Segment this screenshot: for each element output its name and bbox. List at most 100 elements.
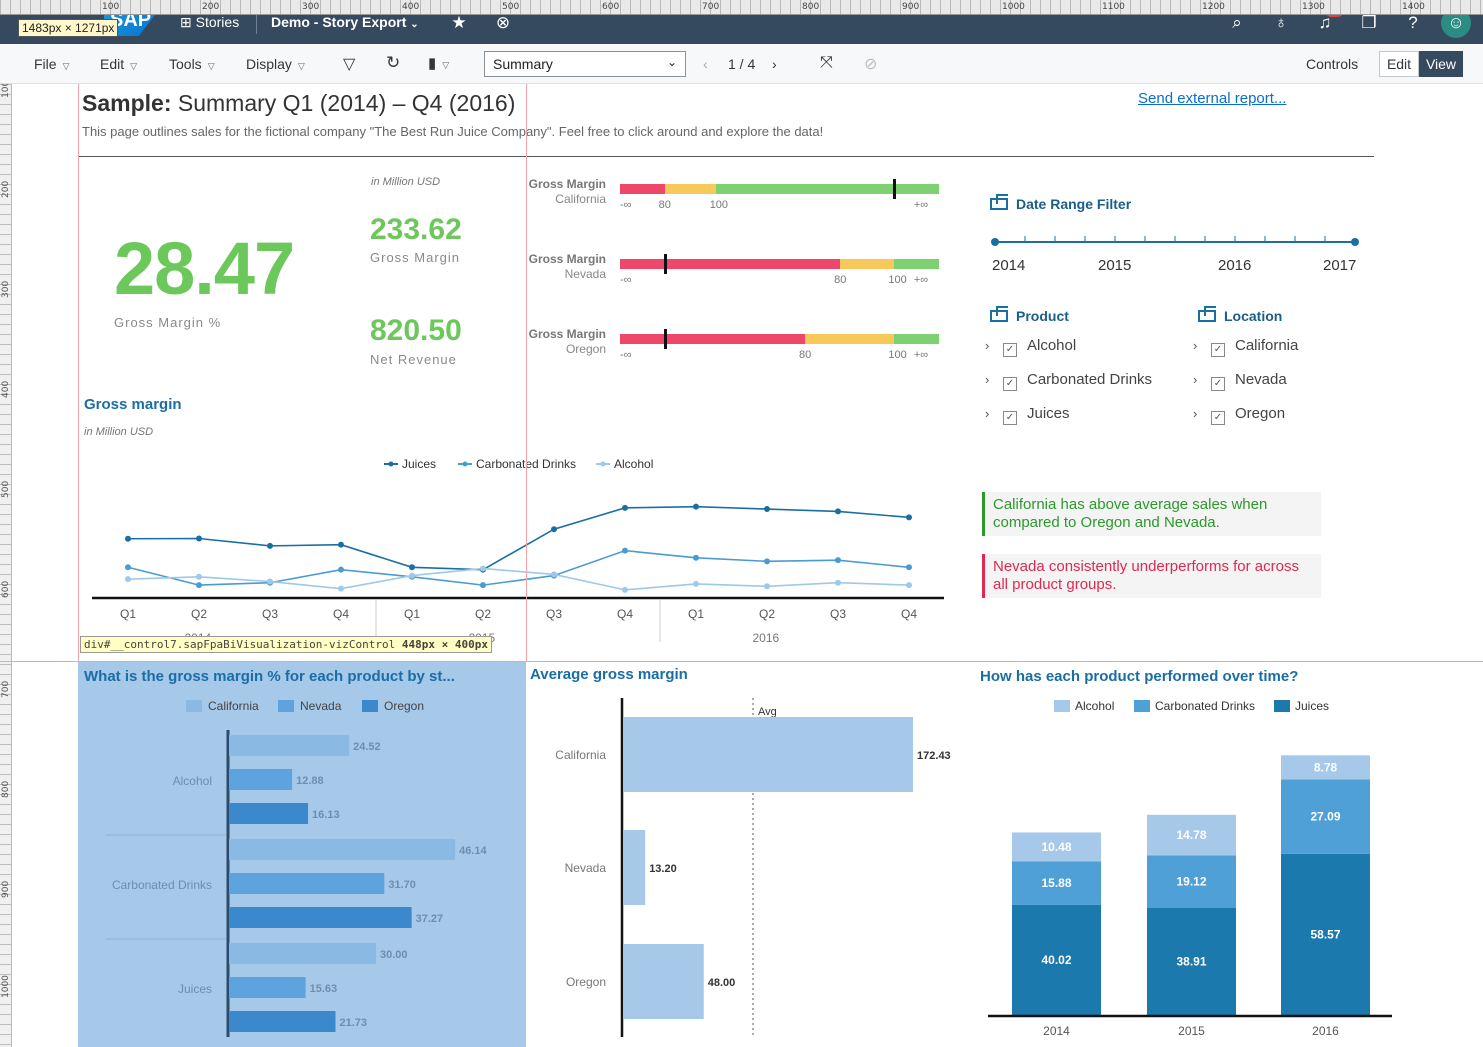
data-point[interactable] xyxy=(409,564,415,571)
edit-mode-button[interactable]: Edit xyxy=(1379,51,1419,77)
data-point[interactable] xyxy=(338,566,344,573)
chevron-right-icon[interactable]: › xyxy=(1193,406,1198,421)
product-time-stacked-chart[interactable]: Alcohol Carbonated Drinks Juices 40.02 15.88… xyxy=(980,690,1400,1045)
product-filter-alcohol[interactable]: › ✓ Alcohol xyxy=(985,337,1077,357)
bar[interactable] xyxy=(229,1011,336,1032)
data-point[interactable] xyxy=(622,547,628,554)
view-mode-button[interactable]: View xyxy=(1419,51,1463,77)
location-filter-title[interactable]: Location xyxy=(1198,306,1282,324)
bullet-red-california[interactable] xyxy=(620,184,665,194)
data-point[interactable] xyxy=(125,535,131,542)
data-point[interactable] xyxy=(551,526,557,533)
data-point[interactable] xyxy=(267,542,273,549)
prev-page-icon[interactable]: ‹ xyxy=(703,56,708,72)
legend-item[interactable]: Carbonated Drinks xyxy=(1134,699,1255,713)
location-filter-nevada[interactable]: › ✓ Nevada xyxy=(1193,371,1287,391)
chevron-right-icon[interactable]: › xyxy=(1193,338,1198,353)
search-icon[interactable]: ⌕ xyxy=(1232,13,1242,32)
bar[interactable] xyxy=(229,803,309,824)
legend-item[interactable]: Oregon xyxy=(362,699,424,713)
location-filter-california[interactable]: › ✓ California xyxy=(1193,337,1299,357)
data-point[interactable] xyxy=(196,573,202,580)
page-select[interactable]: Summary ⌄ xyxy=(484,51,686,77)
data-point[interactable] xyxy=(125,564,131,571)
series-line[interactable] xyxy=(127,567,910,591)
stories-link[interactable]: ⊞ Stories xyxy=(180,14,240,30)
bar[interactable] xyxy=(623,830,646,905)
data-point[interactable] xyxy=(622,504,628,511)
bullet-yellow-oregon[interactable] xyxy=(805,334,895,344)
date-range-slider[interactable] xyxy=(985,232,1365,252)
range-end-handle[interactable] xyxy=(1351,238,1359,246)
bullet-yellow-nevada[interactable] xyxy=(840,259,895,269)
lightbulb-icon[interactable]: ♁ xyxy=(1274,13,1288,32)
bell-icon[interactable]: ♫ xyxy=(1318,13,1332,32)
favorite-star-icon[interactable]: ★ xyxy=(451,13,467,32)
chevron-right-icon[interactable]: › xyxy=(985,372,990,387)
data-point[interactable] xyxy=(125,576,131,583)
filter-icon[interactable]: ▽ xyxy=(343,56,356,73)
stacked-bar-segment[interactable] xyxy=(1012,904,1101,1015)
checkbox[interactable]: ✓ xyxy=(1003,411,1017,425)
data-point[interactable] xyxy=(835,579,841,586)
data-point[interactable] xyxy=(409,572,415,579)
legend-item[interactable]: Nevada xyxy=(278,699,342,713)
kpi-gross-margin[interactable]: 233.62 xyxy=(370,213,462,246)
legend-item[interactable]: Juices xyxy=(1274,699,1329,713)
stacked-bar-segment[interactable] xyxy=(1012,861,1101,905)
product-filter-carbonated-drinks[interactable]: › ✓ Carbonated Drinks xyxy=(985,371,1153,391)
data-point[interactable] xyxy=(338,541,344,548)
data-point[interactable] xyxy=(764,583,770,590)
stacked-bar-segment[interactable] xyxy=(1147,814,1236,856)
gross-margin-line-chart[interactable]: Juices Carbonated Drinks Alcohol Q1 Q2 Q3 Q4 Q1… xyxy=(84,450,954,650)
kpi-net-revenue[interactable]: 820.50 xyxy=(370,314,462,347)
bar[interactable] xyxy=(229,873,385,894)
series-line[interactable] xyxy=(127,549,910,586)
series-line[interactable] xyxy=(127,505,910,571)
bar[interactable] xyxy=(229,839,456,860)
data-point[interactable] xyxy=(764,558,770,565)
data-point[interactable] xyxy=(480,582,486,589)
data-point[interactable] xyxy=(693,580,699,587)
bar[interactable] xyxy=(229,977,306,998)
data-point[interactable] xyxy=(196,582,202,589)
checkbox[interactable]: ✓ xyxy=(1211,377,1225,391)
data-point[interactable] xyxy=(906,514,912,521)
file-menu[interactable]: File ▽ xyxy=(34,56,70,72)
bar[interactable] xyxy=(623,717,914,792)
data-point[interactable] xyxy=(551,571,557,578)
next-page-icon[interactable]: › xyxy=(772,56,777,72)
send-external-report-link[interactable]: Send external report... xyxy=(1138,90,1287,107)
bullet-green-california[interactable] xyxy=(715,184,939,194)
location-filter-oregon[interactable]: › ✓ Oregon xyxy=(1193,405,1286,425)
data-point[interactable] xyxy=(196,535,202,542)
bullet-green-oregon[interactable] xyxy=(894,334,939,344)
legend-item[interactable]: California xyxy=(186,699,259,713)
stacked-bar-segment[interactable] xyxy=(1012,832,1101,862)
bullet-green-nevada[interactable] xyxy=(894,259,939,269)
edit-menu[interactable]: Edit ▽ xyxy=(100,56,138,72)
chevron-right-icon[interactable]: › xyxy=(1193,372,1198,387)
data-point[interactable] xyxy=(835,508,841,515)
story-title-menu[interactable]: Demo - Story Export ⌄ xyxy=(271,14,419,30)
bar[interactable] xyxy=(229,943,376,964)
data-point[interactable] xyxy=(480,565,486,572)
data-point[interactable] xyxy=(693,554,699,561)
checkbox[interactable]: ✓ xyxy=(1003,343,1017,357)
data-point[interactable] xyxy=(622,586,628,593)
kpi-gross-margin-percent[interactable]: 28.47 xyxy=(114,227,295,310)
data-point[interactable] xyxy=(906,564,912,571)
controls-button[interactable]: Controls xyxy=(1306,56,1359,72)
range-start-handle[interactable] xyxy=(991,238,999,246)
product-state-bar-chart[interactable]: California Nevada Oregon Alcohol 24.52 12.88 1… xyxy=(78,690,526,1045)
close-story-icon[interactable]: ⊗ xyxy=(495,13,511,32)
bookmark-icon[interactable]: ▮ ▽ xyxy=(428,55,450,72)
fullscreen-icon[interactable]: ⤧ xyxy=(820,54,833,71)
chat-icon[interactable]: ❐ xyxy=(1361,13,1377,32)
data-point[interactable] xyxy=(338,585,344,592)
checkbox[interactable]: ✓ xyxy=(1003,377,1017,391)
bar[interactable] xyxy=(623,944,704,1019)
data-point[interactable] xyxy=(835,557,841,564)
bar[interactable] xyxy=(229,907,412,928)
stacked-bar-segment[interactable] xyxy=(1147,907,1236,1015)
